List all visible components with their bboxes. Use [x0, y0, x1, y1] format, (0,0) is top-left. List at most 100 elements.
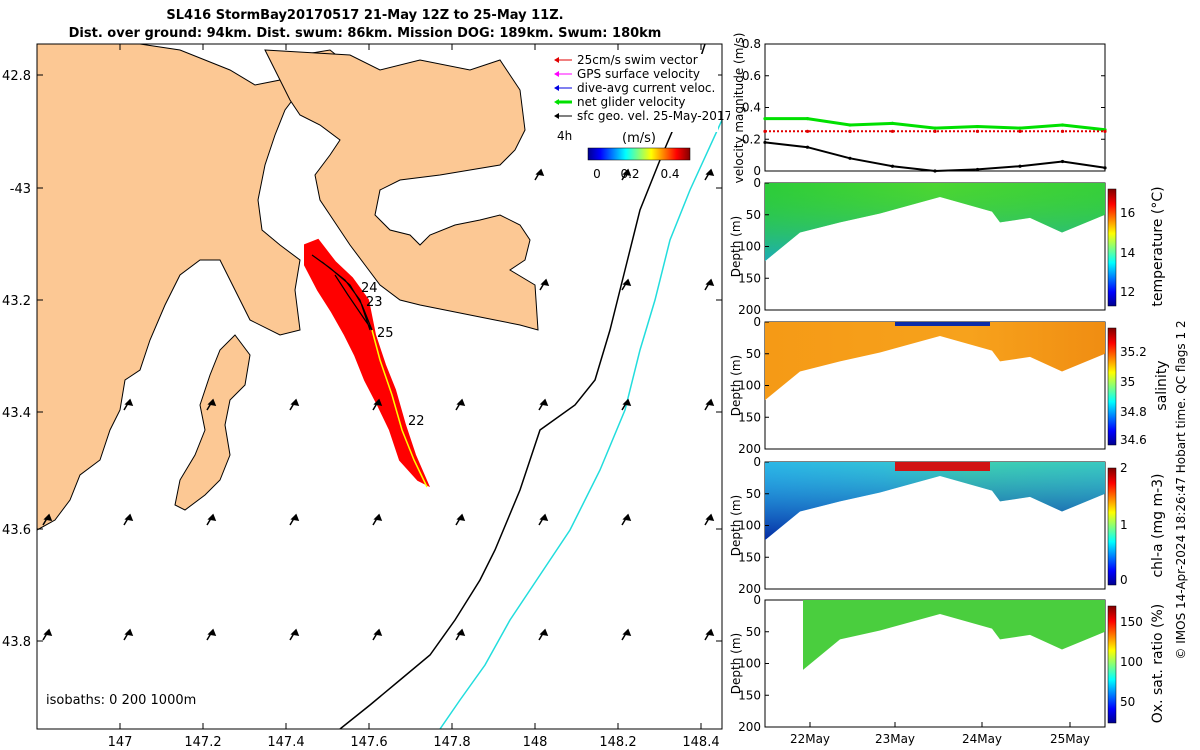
- velocity-series-point: [1103, 129, 1107, 133]
- colorbar-tick: 2: [1120, 461, 1128, 475]
- depth-ylabel: Depth (m): [730, 633, 743, 694]
- depth-ylabel: Depth (m): [730, 355, 743, 416]
- colorbar-tick: 34.8: [1120, 405, 1147, 419]
- velocity-arrow: [538, 513, 549, 526]
- map-y-tick-label: 43.2: [2, 294, 31, 309]
- velocity-arrow: [123, 628, 134, 641]
- glider-track: [304, 238, 431, 488]
- velocity-y-tick: 0.8: [742, 37, 761, 51]
- velocity-y-tick: 0.2: [742, 132, 761, 146]
- colorbar-tick: 0.2: [620, 167, 639, 181]
- velocity-series-point: [1018, 164, 1022, 168]
- legend-item: sfc geo. vel. 25-May-2017: [554, 109, 730, 123]
- colorbar-tick: 12: [1120, 285, 1135, 299]
- chla-colorbar: [1107, 467, 1117, 586]
- velocity-series-point: [1103, 166, 1107, 170]
- velocity-series-point: [763, 117, 767, 121]
- velocity-arrow: [704, 628, 715, 641]
- temperature-panel: 0 50 100 150 200 Depth (m) 16 14 12 temperature (…: [730, 176, 1166, 317]
- map-x-axis: 147 147.2 147.4 147.6 147.8 148 148.2 148.4: [108, 44, 720, 750]
- velocity-series-point: [975, 129, 980, 133]
- colorbar-tick: 16: [1120, 206, 1135, 220]
- temperature-colorbar: [1107, 188, 1117, 307]
- velocity-series-point: [933, 169, 937, 173]
- velocity-series-point: [805, 117, 810, 121]
- day-label: 22: [408, 414, 425, 429]
- legend-label: GPS surface velocity: [577, 67, 700, 81]
- map-x-tick-label: 147.4: [267, 735, 304, 750]
- velocity-arrow: [42, 628, 53, 641]
- time-tick-label: 22May: [790, 732, 830, 746]
- velocity-ylabel: velocity magnitude (m/s): [732, 33, 746, 184]
- salinity-surface-band: [895, 322, 990, 326]
- depth-tick: 0: [753, 315, 761, 329]
- glider-path-line: [371, 329, 428, 488]
- oxygen-colorbar-label: Ox. sat. ratio (%): [1150, 604, 1166, 723]
- colorbar-tick: 14: [1120, 246, 1135, 260]
- velocity-series-point: [848, 123, 852, 127]
- map-x-tick-label: 148.2: [599, 735, 636, 750]
- depth-tick: 0: [753, 593, 761, 607]
- isobaths-label: isobaths: 0 200 1000m: [46, 693, 196, 708]
- time-tick-label: 25May: [1050, 732, 1090, 746]
- depth-tick: 50: [746, 487, 761, 501]
- salinity-colorbar: [1107, 327, 1117, 446]
- day-label: 24: [361, 281, 378, 296]
- depth-tick: 150: [738, 688, 761, 702]
- velocity-series-point: [1018, 126, 1022, 130]
- map-x-tick-label: 147.6: [350, 735, 387, 750]
- map-x-tick-label: 147: [108, 735, 133, 750]
- salinity-colorbar-label: salinity: [1154, 360, 1170, 410]
- salinity-section-fill: [765, 322, 1105, 401]
- map-y-tick-label: 42.8: [2, 69, 31, 84]
- colorbar-tick: 1: [1120, 518, 1128, 532]
- legend-label: dive-avg current veloc.: [577, 81, 715, 95]
- legend-label: sfc geo. vel. 25-May-2017: [577, 109, 730, 123]
- depth-tick: 100: [738, 657, 761, 671]
- velocity-arrow: [42, 513, 53, 526]
- day-label: 25: [377, 326, 394, 341]
- velocity-arrow: [539, 278, 550, 291]
- map-y-tick-label: 43.8: [2, 635, 31, 650]
- velocity-arrow: [289, 398, 300, 411]
- velocity-arrow: [123, 513, 134, 526]
- depth-tick: 50: [746, 625, 761, 639]
- depth-tick: 150: [738, 550, 761, 564]
- imos-note: © IMOS 14-Apr-2024 18:26:47 Hobart time.…: [1174, 320, 1188, 659]
- velocity-arrow: [704, 398, 715, 411]
- sfc-velocity-arrows: [42, 168, 715, 641]
- velocity-series-point: [1060, 123, 1065, 127]
- time-axis: 22May 23May 24May 25May: [790, 722, 1090, 746]
- velocity-series-point: [890, 164, 895, 168]
- colorbar-tick: 100: [1120, 655, 1143, 669]
- colorbar-tick: 35.2: [1120, 345, 1147, 359]
- depth-ylabel: Depth (m): [730, 216, 743, 277]
- velocity-arrow: [455, 628, 466, 641]
- velocity-arrow: [123, 398, 134, 411]
- colorbar-tick: 50: [1120, 695, 1135, 709]
- depth-tick: 0: [753, 455, 761, 469]
- velocity-arrow: [538, 628, 549, 641]
- velocity-series-point: [1018, 129, 1022, 133]
- legend-label: 25cm/s swim vector: [577, 53, 698, 67]
- colorbar-tick: 34.6: [1120, 433, 1147, 447]
- velocity-series-point: [975, 124, 980, 129]
- chla-surface-band: [895, 462, 990, 471]
- legend-4h-label: 4h: [557, 129, 572, 143]
- isobath-200m: [339, 44, 706, 729]
- depth-tick: 100: [738, 240, 761, 254]
- velocity-y-tick: 0: [753, 164, 761, 178]
- legend-item: 25cm/s swim vector: [554, 53, 698, 67]
- colorbar-tick: 0.4: [660, 167, 679, 181]
- colorbar-label: (m/s): [622, 131, 656, 146]
- map-panel: 147 147.2 147.4 147.6 147.8 148 148.2 148.4 42.…: [2, 43, 730, 750]
- salinity-panel: 0 50 100 150 200 Depth (m) 35.2 35 34.8 34.6 salin…: [730, 315, 1170, 456]
- velocity-series-point: [890, 129, 895, 133]
- velocity-series-point: [1060, 129, 1065, 133]
- colorbar-tick: 0: [593, 167, 601, 181]
- legend-item: GPS surface velocity: [554, 67, 700, 81]
- depth-tick: 200: [738, 720, 761, 734]
- velocity-y-tick: 0.6: [742, 69, 761, 83]
- velocity-arrow: [372, 628, 383, 641]
